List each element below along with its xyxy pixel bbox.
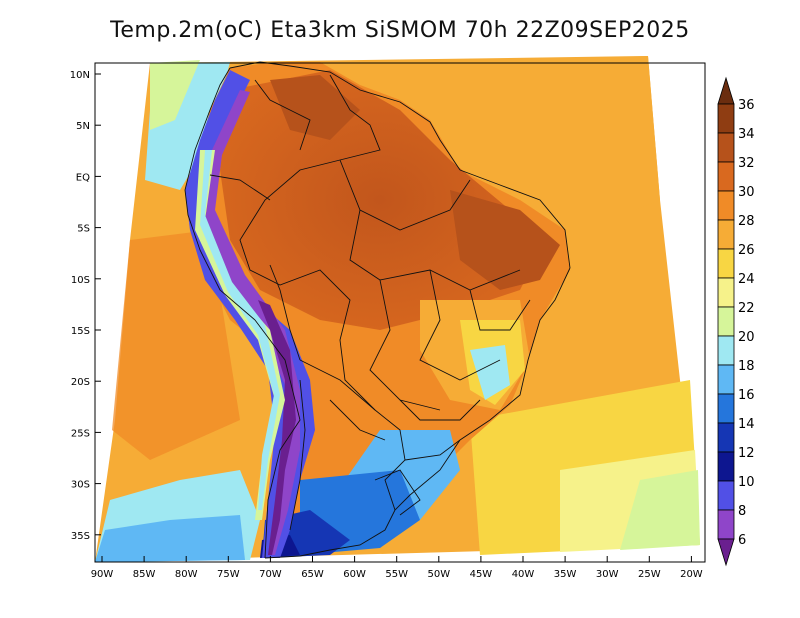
coastline-northeast (459, 169, 571, 269)
state-lines-2 (349, 209, 521, 291)
lat-tick-label: 5S (77, 224, 90, 235)
border-peru-bolivia (269, 264, 301, 361)
border-colombia-venezuela (254, 79, 311, 151)
colorbar-swatch (717, 335, 735, 366)
border-uruguay (374, 469, 421, 516)
colorbar-bottom-arrow (717, 538, 735, 567)
map-title: Temp.2m(oC) Eta3km SiSMOM 70h 22Z09SEP20… (110, 18, 690, 43)
border-colombia-peru (209, 174, 271, 201)
colorbar-label: 22 (738, 301, 755, 316)
brazil-border (239, 74, 406, 511)
lon-tick-label: 75W (217, 569, 240, 580)
lon-tick-label: 35W (554, 569, 577, 580)
state-lines-5 (469, 289, 531, 331)
colorbar-swatch (717, 103, 735, 134)
colorbar-label: 18 (738, 359, 755, 374)
northern-hot-spots (270, 75, 360, 140)
border-bolivia-paraguay (299, 359, 376, 411)
colorbar-swatch (717, 161, 735, 192)
state-lines-1 (339, 159, 471, 231)
colorbar-swatch (717, 364, 735, 395)
coastline-south (264, 509, 396, 559)
lon-tick-label: 70W (259, 569, 282, 580)
highland-coolest-spots (470, 345, 510, 400)
colorbar-top-arrow (717, 76, 735, 105)
cool-pacific-northwest (150, 60, 200, 130)
colorbar-label: 36 (738, 98, 755, 113)
andes-slope-light-blue (200, 150, 280, 510)
colorbar-label: 32 (738, 156, 755, 171)
lon-tick-label: 65W (301, 569, 324, 580)
colorbar-label: 28 (738, 214, 755, 229)
colorbar: 36 34 32 30 28 26 24 22 20 18 16 14 12 10 8 6 (717, 76, 755, 567)
lat-tick-label: 10S (71, 275, 90, 286)
warm-ocean-west (112, 230, 240, 460)
lon-tick-label: 50W (427, 569, 450, 580)
lat-tick-label: 35S (71, 531, 90, 542)
state-lines-3 (419, 269, 501, 381)
colorbar-swatch (717, 422, 735, 453)
colorbar-label: 10 (738, 475, 755, 490)
border-argentina-paraguay (329, 399, 386, 441)
colorbar-label: 8 (738, 504, 746, 519)
lon-tick-label: 60W (343, 569, 366, 580)
colorbar-swatch (717, 248, 735, 279)
coastline-east (394, 267, 571, 511)
lat-tick-label: 30S (71, 480, 90, 491)
colorbar-label: 30 (738, 185, 755, 200)
lon-tick-label: 20W (680, 569, 703, 580)
colorbar-swatch (717, 219, 735, 250)
colorbar-label: 24 (738, 272, 755, 287)
coolest-ocean-southeast (620, 470, 700, 550)
lat-tick-label: 10N (70, 70, 90, 81)
colorbar-label: 14 (738, 417, 755, 432)
colorbar-swatch (717, 509, 735, 540)
warm-atlantic-north (350, 56, 660, 240)
colorbar-swatch (717, 393, 735, 424)
state-lines-6 (399, 399, 481, 421)
colorbar-swatch (717, 480, 735, 511)
amazon-hot-region (220, 70, 540, 330)
longitude-axis: 90W 85W 80W 75W 70W 65W 60W 55W 50W 45W 40W 35W 30W 2… (91, 556, 703, 580)
colorbar-swatch (717, 451, 735, 482)
lon-tick-label: 30W (596, 569, 619, 580)
lon-tick-label: 80W (175, 569, 198, 580)
colorbar-swatch (717, 132, 735, 163)
latitude-axis: 10N 5N EQ 5S 10S 15S 20S 25S 30S 35S (70, 70, 101, 542)
lon-tick-label: 25W (638, 569, 661, 580)
land-field (185, 62, 570, 558)
lon-tick-label: 45W (470, 569, 493, 580)
lat-tick-label: EQ (76, 172, 90, 183)
coastline-west (184, 67, 301, 559)
lat-tick-label: 5N (76, 121, 90, 132)
country-borders (184, 61, 571, 559)
colorbar-label: 26 (738, 243, 755, 258)
colorbar-swatch (717, 190, 735, 221)
lat-tick-label: 15S (71, 326, 90, 337)
colorbar-label: 34 (738, 127, 755, 142)
border-chile-argentina (289, 379, 306, 531)
lat-tick-label: 20S (71, 377, 90, 388)
andes-peak-coldest (258, 300, 296, 555)
colorbar-swatch (717, 306, 735, 337)
colorbar-label: 20 (738, 330, 755, 345)
cooler-pacific-south (95, 515, 245, 562)
lat-tick-label: 25S (71, 428, 90, 439)
state-lines-7 (404, 439, 461, 461)
lon-tick-label: 90W (91, 569, 114, 580)
colorbar-label: 6 (738, 533, 746, 548)
state-lines-4 (369, 279, 441, 411)
colorbar-label: 12 (738, 446, 755, 461)
colorbar-label: 16 (738, 388, 755, 403)
colorbar-swatch (717, 277, 735, 308)
lon-tick-label: 40W (512, 569, 535, 580)
lon-tick-label: 85W (133, 569, 156, 580)
northeast-hot-region (450, 190, 560, 290)
lon-tick-label: 55W (385, 569, 408, 580)
map-frame (94, 62, 706, 563)
